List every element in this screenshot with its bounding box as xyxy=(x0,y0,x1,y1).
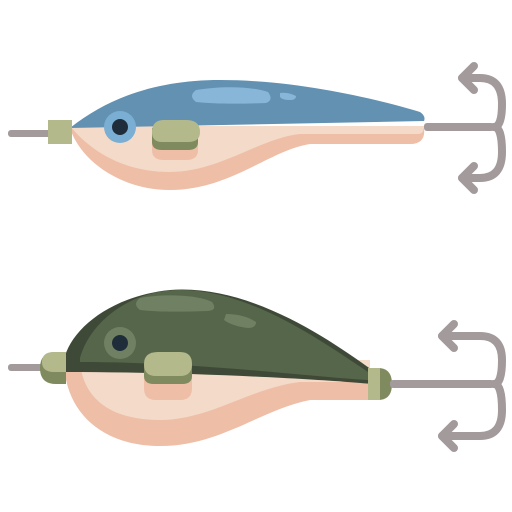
hook-upper-barb xyxy=(458,62,478,94)
hook-lower-barb xyxy=(458,162,478,194)
tail-wire xyxy=(424,123,494,131)
hook-lower-barb xyxy=(438,420,458,452)
blue-minnow-lure xyxy=(8,62,506,194)
tail-fitting xyxy=(368,368,380,400)
dive-lip xyxy=(152,120,200,142)
back-highlight xyxy=(192,87,271,104)
eye-pupil xyxy=(112,119,128,135)
tail-wire xyxy=(390,380,494,388)
back xyxy=(70,80,425,128)
nose-fitting xyxy=(48,120,72,144)
hook-lower xyxy=(438,380,506,440)
back-highlight-small xyxy=(280,92,296,100)
nose-fitting xyxy=(42,352,66,372)
green-crankbait-lure xyxy=(8,289,506,452)
treble-hook xyxy=(458,62,506,194)
back-highlight xyxy=(136,295,215,312)
hook-upper-barb xyxy=(438,320,458,352)
hook-lower xyxy=(458,123,506,182)
dive-lip xyxy=(144,352,192,376)
line-tie-wire xyxy=(8,130,52,137)
back-highlight-small xyxy=(224,314,256,328)
eye-pupil xyxy=(112,335,128,351)
treble-hook xyxy=(438,320,506,452)
